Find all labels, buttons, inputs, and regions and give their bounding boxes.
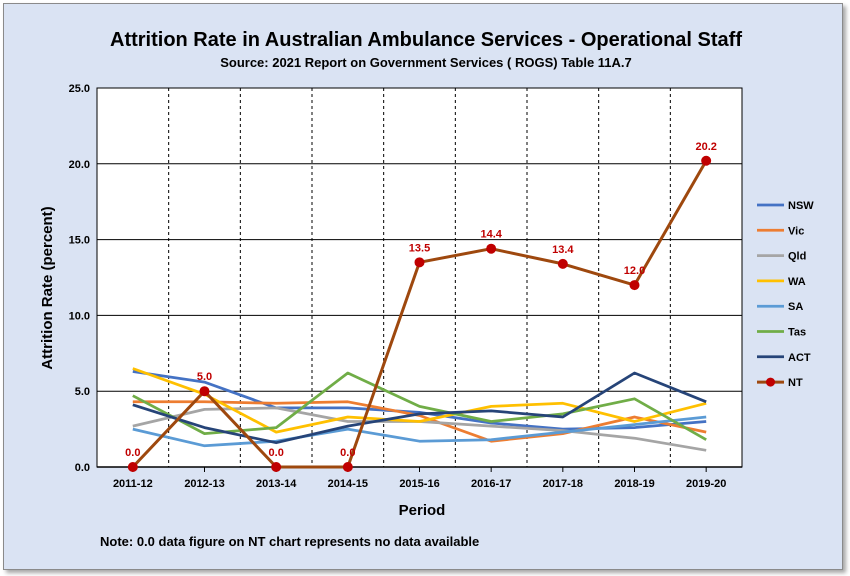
data-point-nt [486,243,497,254]
legend-label-qld: Qld [788,251,806,263]
x-axis-title: Period [399,502,446,519]
series-line-wa [132,367,707,434]
y-tick-label: 25.0 [69,83,90,95]
data-label: 12.0 [624,265,645,277]
data-point-nt [127,462,138,472]
data-label: 14.4 [480,229,502,241]
y-tick-label: 10.0 [69,310,90,322]
x-tick-label: 2014-15 [328,478,368,490]
legend-label-tas: Tas [788,327,806,339]
data-label: 20.2 [695,141,716,153]
x-tick-label: 2018-19 [614,478,654,490]
x-tick-label: 2015-16 [399,478,439,490]
chart-subtitle: Source: 2021 Report on Government Servic… [220,55,632,70]
series-line-vic [132,400,707,443]
x-tick-label: 2011-12 [113,478,153,490]
data-point-nt [629,280,640,291]
legend-label-nsw: NSW [788,200,814,212]
data-label: 13.4 [552,244,574,256]
data-point-nt [414,257,425,268]
x-tick-label: 2013-14 [256,478,297,490]
data-label: 13.5 [409,242,430,254]
data-label: 0.0 [269,447,284,459]
x-tick-label: 2017-18 [543,478,583,490]
series-line-sa [132,415,707,448]
y-axis-title: Attrition Rate (percent) [39,206,56,369]
data-point-nt [342,462,353,472]
data-point-nt [199,386,210,397]
data-point-nt [271,462,282,472]
legend-label-nt: NT [788,377,803,389]
legend-label-wa: WA [788,276,806,288]
legend: NSW Vic Qld WA SA Tas ACT NT [757,200,814,389]
x-tick-label: 2016-17 [471,478,511,490]
y-tick-label: 15.0 [69,235,90,247]
y-tick-label: 20.0 [69,159,90,171]
plot-background [97,88,742,467]
x-tick-label: 2019-20 [686,478,726,490]
chart-title: Attrition Rate in Australian Ambulance S… [110,29,742,51]
data-point-nt [701,155,712,166]
plot-area: 0.0 5.0 10.0 15.0 20.0 25.0 2011-12 2012-13 2013… [69,83,743,490]
data-label: 0.0 [340,447,355,459]
data-label: 0.0 [125,447,140,459]
legend-marker [766,377,775,387]
x-tick-label: 2012-13 [184,478,224,490]
data-label: 5.0 [197,371,212,383]
legend-label-sa: SA [788,301,803,313]
chart-note: Note: 0.0 data figure on NT chart repres… [100,534,479,549]
legend-label-act: ACT [788,352,811,364]
y-tick-label: 0.0 [75,462,90,474]
data-point-nt [557,258,568,269]
series-line-act [132,371,707,445]
y-tick-label: 5.0 [75,386,90,398]
legend-label-vic: Vic [788,225,804,237]
